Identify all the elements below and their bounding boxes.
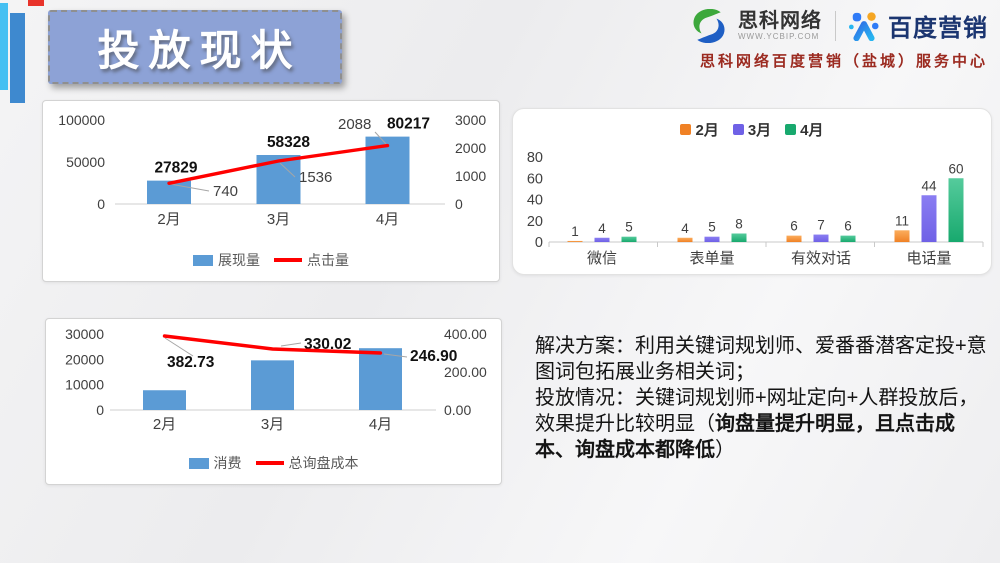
svg-text:电话量: 电话量 — [906, 250, 951, 267]
svg-text:200.00: 200.00 — [444, 364, 487, 380]
legend-swatch — [680, 124, 692, 135]
legend-label: 3月 — [747, 122, 772, 139]
legend-item: 展现量 — [193, 250, 260, 270]
legend-item: 2月 — [680, 119, 719, 140]
legend-item: 3月 — [732, 119, 772, 140]
svg-text:44: 44 — [921, 178, 937, 193]
left-accent-blue-bar — [10, 13, 25, 103]
svg-text:2000: 2000 — [455, 140, 486, 156]
logo-row: 思科网络 WWW.YCBIP.COM 百度营销 — [689, 8, 988, 43]
legend-item: 总询盘成本 — [255, 453, 359, 473]
chart-spend-inquiry-cost-legend: 消费 总询盘成本 — [46, 453, 501, 473]
combo-chart-plot: 0 50000 100000 0 1000 2000 3000 2月 3月 4月 27829 5832… — [58, 112, 486, 228]
svg-text:6: 6 — [790, 219, 798, 234]
svg-text:1000: 1000 — [455, 168, 486, 184]
header-subtitle: 思科网络百度营销（盐城）服务中心 — [699, 53, 988, 70]
notes-situation: 投放情况：关键词规划师+网址定向+人群投放后，效果提升比较明显（询盘量提升明显，… — [535, 387, 979, 461]
svg-text:2月: 2月 — [157, 211, 180, 228]
legend-label: 消费 — [213, 455, 242, 471]
legend-label: 总询盘成本 — [288, 455, 359, 471]
legend-label: 4月 — [800, 122, 824, 139]
svg-text:10000: 10000 — [65, 377, 104, 393]
legend-swatch — [785, 124, 797, 135]
svg-text:7: 7 — [817, 218, 825, 233]
legend-item: 消费 — [188, 453, 242, 473]
legend-line-swatch — [274, 258, 302, 262]
svg-text:11: 11 — [895, 213, 909, 228]
svg-text:有效对话: 有效对话 — [791, 250, 851, 267]
svg-text:27829: 27829 — [154, 160, 197, 177]
svg-text:60: 60 — [948, 161, 963, 176]
svg-text:246.90: 246.90 — [410, 348, 457, 365]
legend-swatch — [732, 124, 744, 135]
header: 思科网络 WWW.YCBIP.COM 百度营销 思科网络百度营销（盐城）服务中心 — [689, 8, 988, 71]
svg-text:2月: 2月 — [153, 416, 176, 433]
svg-text:微信: 微信 — [587, 250, 617, 267]
svg-text:382.73: 382.73 — [167, 354, 215, 371]
svg-text:30000: 30000 — [65, 326, 104, 342]
chart-spend-inquiry-cost: 0 10000 20000 30000 0.00 200.00 400.00 2月 3月 4月 38… — [45, 318, 502, 485]
svg-text:400.00: 400.00 — [444, 326, 487, 342]
chart-conversion-channels: 80 60 40 20 0 微信 1 4 5 表单量 4 5 8 有效对话 6 7 6 电话量 11 44 60 2月 3… — [512, 108, 992, 275]
svg-text:0: 0 — [97, 196, 105, 212]
legend-label: 点击量 — [307, 252, 349, 268]
svg-text:表单量: 表单量 — [689, 250, 734, 267]
svg-text:60: 60 — [527, 171, 543, 187]
svg-text:4: 4 — [681, 221, 689, 236]
page-title: 投放现状 — [48, 10, 342, 84]
svg-text:740: 740 — [213, 183, 238, 200]
legend-item: 点击量 — [274, 250, 349, 270]
svg-text:80217: 80217 — [387, 116, 430, 133]
svg-text:80: 80 — [527, 150, 543, 166]
svg-text:1536: 1536 — [299, 169, 332, 186]
baidu-name: 百度营销 — [888, 15, 988, 42]
sico-logo-icon — [693, 8, 725, 43]
svg-text:3000: 3000 — [455, 112, 486, 128]
notes-text: 解决方案：利用关键词规划师、爱番番潜客定投+意图词包拓展业务相关词； 投放情况：… — [535, 333, 987, 463]
svg-text:58328: 58328 — [267, 134, 310, 151]
combo-chart-plot: 0 10000 20000 30000 0.00 200.00 400.00 2月 3月 4月 38… — [65, 326, 487, 433]
svg-text:20: 20 — [527, 214, 543, 230]
legend-label: 展现量 — [218, 252, 260, 268]
left-accent-cyan-bar — [0, 3, 8, 90]
svg-text:5: 5 — [625, 220, 633, 235]
svg-text:1: 1 — [571, 224, 579, 239]
chart-impressions-clicks-legend: 展现量 点击量 — [43, 250, 499, 270]
legend-item: 4月 — [785, 119, 824, 140]
chart-impressions-clicks: 0 50000 100000 0 1000 2000 3000 2月 3月 4月 27829 5832… — [42, 100, 500, 282]
sico-logo-text: 思科网络 WWW.YCBIP.COM — [738, 11, 822, 41]
legend-swatch — [193, 254, 213, 266]
chart-conversion-channels-legend: 2月 3月 4月 — [513, 119, 991, 140]
sico-name: 思科网络 — [738, 9, 822, 32]
svg-text:100000: 100000 — [58, 112, 105, 128]
svg-text:5: 5 — [708, 220, 716, 235]
svg-text:50000: 50000 — [66, 154, 105, 170]
baidu-marketing-icon — [849, 11, 879, 41]
svg-text:0: 0 — [455, 196, 463, 212]
notes-solution: 解决方案：利用关键词规划师、爱番番潜客定投+意图词包拓展业务相关词； — [535, 335, 987, 383]
svg-text:0: 0 — [96, 402, 104, 418]
svg-text:0.00: 0.00 — [444, 402, 471, 418]
svg-text:4月: 4月 — [369, 416, 392, 433]
svg-text:4: 4 — [598, 221, 606, 236]
svg-text:0: 0 — [535, 235, 543, 251]
svg-text:40: 40 — [527, 193, 543, 209]
legend-swatch — [188, 457, 209, 469]
svg-text:330.02: 330.02 — [304, 336, 351, 353]
svg-text:2088: 2088 — [338, 116, 371, 133]
svg-text:8: 8 — [735, 217, 743, 232]
logo-divider — [835, 10, 836, 41]
top-red-accent — [28, 0, 44, 6]
svg-text:3月: 3月 — [261, 416, 284, 433]
svg-text:3月: 3月 — [267, 211, 290, 228]
svg-text:6: 6 — [844, 219, 852, 234]
svg-text:20000: 20000 — [65, 351, 104, 367]
svg-text:4月: 4月 — [376, 211, 399, 228]
sico-url: WWW.YCBIP.COM — [738, 31, 820, 41]
legend-line-swatch — [255, 461, 284, 465]
legend-label: 2月 — [695, 122, 719, 139]
